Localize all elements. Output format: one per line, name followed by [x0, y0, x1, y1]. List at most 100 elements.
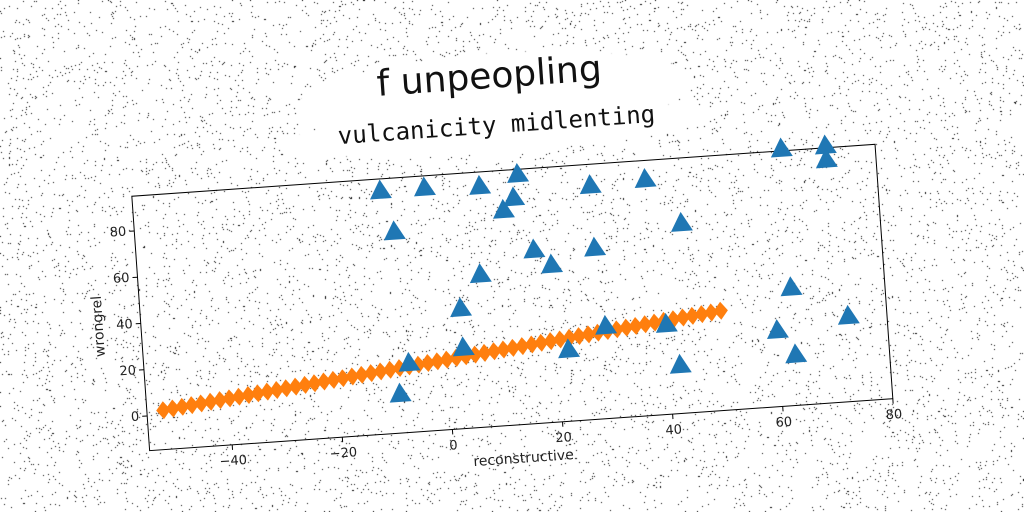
diamond-point: [628, 316, 643, 335]
triangle-point: [785, 343, 808, 364]
diamond-point: [269, 380, 284, 399]
triangle-point: [655, 312, 678, 333]
triangle-point: [398, 351, 421, 372]
diamond-point: [486, 342, 502, 361]
triangle-point: [523, 238, 546, 259]
diamond-point: [505, 338, 521, 357]
diamond-point: [694, 305, 709, 324]
triangle-point: [369, 179, 392, 200]
x-tick-label: 60: [775, 415, 793, 431]
diamond-point: [250, 384, 266, 403]
diamond-point: [581, 325, 596, 344]
x-axis-label: reconstructive: [473, 447, 574, 470]
diamond-point: [373, 362, 388, 381]
diamond-point: [713, 301, 728, 320]
triangle-point: [595, 314, 618, 335]
triangle-point: [383, 220, 406, 241]
diamond-point: [637, 315, 653, 334]
diamond-point: [675, 308, 691, 327]
diamond-point: [449, 348, 464, 367]
diamond-point: [316, 372, 332, 391]
diamond-point: [496, 340, 511, 359]
diamond-point: [685, 306, 700, 325]
triangle-point: [503, 186, 526, 207]
diamond-point: [345, 367, 360, 386]
triangle-point: [584, 236, 607, 257]
y-tick-label: 0: [130, 410, 139, 426]
diamond-point: [212, 391, 228, 410]
diamond-point: [326, 370, 341, 389]
diamond-point: [619, 318, 634, 337]
diamond-point: [297, 375, 313, 394]
diamond-point: [571, 327, 587, 346]
x-tick-label: 20: [555, 430, 573, 446]
diamond-point: [184, 396, 199, 415]
x-tick-label: −20: [329, 445, 357, 462]
diamond-point: [609, 320, 624, 339]
chart-subtitle: vulcanicity midlenting: [337, 100, 656, 150]
x-tick-label: 40: [665, 422, 683, 438]
y-tick-label: 60: [113, 271, 131, 287]
diamond-point: [524, 335, 539, 354]
triangle-point: [414, 176, 436, 197]
chart-title: f unpeopling: [375, 48, 603, 105]
diamond-point: [534, 333, 549, 352]
triangle-point: [815, 148, 838, 169]
triangle-point: [579, 174, 602, 195]
triangle-series: [369, 134, 860, 403]
triangle-point: [493, 198, 515, 219]
diamond-point: [335, 369, 351, 388]
diamond-point: [193, 394, 209, 413]
triangle-point: [507, 162, 530, 183]
triangle-point: [780, 276, 803, 297]
triangle-point: [634, 167, 657, 188]
y-tick-label: 40: [116, 317, 134, 333]
diamond-point: [354, 365, 369, 384]
triangle-point: [837, 304, 860, 325]
triangle-point: [766, 319, 789, 340]
triangle-point: [669, 353, 692, 374]
diamond-point: [364, 364, 379, 383]
x-tick-label: 0: [449, 438, 458, 454]
diamond-point: [543, 332, 558, 351]
y-axis-label: wrongrel: [89, 295, 109, 357]
diamond-point: [307, 374, 322, 393]
axis-ticks: −40 −20 0 20 40 60 80 0 20 40 60 80: [109, 225, 903, 470]
diamond-point: [241, 386, 256, 404]
diamond-series: [156, 301, 728, 420]
diamond-point: [430, 352, 445, 371]
diamond-point: [392, 359, 407, 378]
diamond-point: [203, 392, 218, 411]
diamond-point: [647, 313, 662, 332]
diamond-point: [411, 355, 426, 374]
triangle-point: [814, 134, 837, 155]
diamond-point: [477, 343, 492, 362]
y-tick-label: 20: [119, 363, 137, 379]
diamond-point: [260, 382, 275, 401]
triangle-point: [558, 338, 581, 359]
triangle-point: [469, 174, 492, 195]
diamond-point: [231, 387, 247, 406]
diamond-point: [704, 303, 719, 322]
diamond-point: [222, 389, 237, 408]
diamond-point: [165, 399, 181, 418]
diamond-point: [515, 337, 530, 356]
diamond-point: [439, 350, 454, 369]
diamond-point: [279, 379, 294, 398]
diamond-point: [562, 328, 577, 347]
diamond-point: [156, 401, 171, 420]
diamond-point: [288, 377, 303, 396]
triangle-point: [770, 137, 793, 158]
triangle-point: [450, 297, 473, 318]
diamond-point: [175, 397, 190, 416]
triangle-point: [541, 253, 564, 274]
triangle-point: [469, 263, 492, 284]
y-tick-label: 80: [109, 225, 127, 241]
x-tick-label: 80: [885, 407, 903, 423]
triangle-point: [389, 382, 412, 403]
triangle-point: [670, 211, 693, 232]
diamond-point: [382, 360, 398, 379]
